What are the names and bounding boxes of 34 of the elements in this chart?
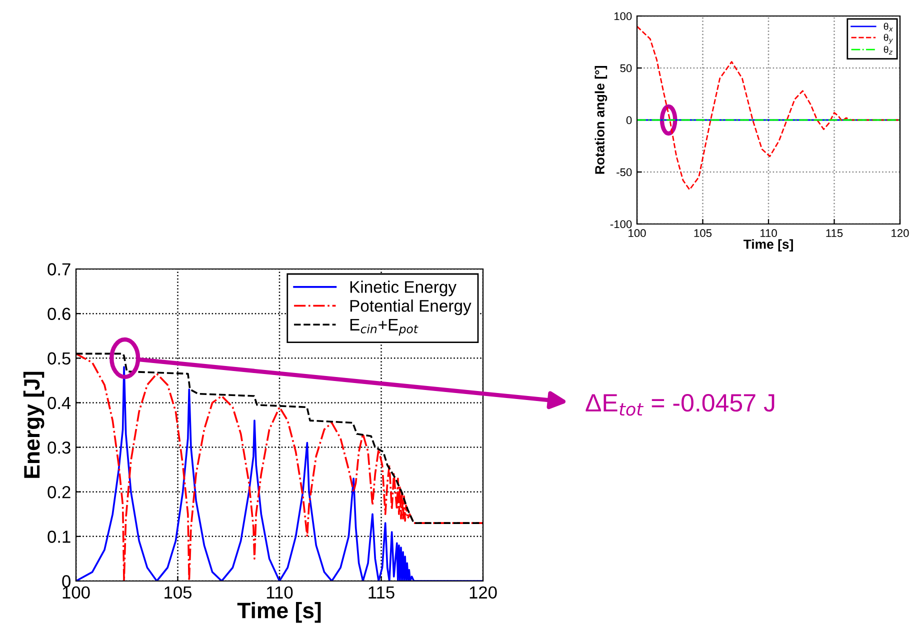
y-tick-label: 0.6 [48,308,70,320]
y-tick-label: 0.5 [48,352,70,365]
y-tick-label: 0.3 [48,441,70,454]
x-tick-label: 110 [266,586,293,599]
y-tick-label: 100 [614,12,632,20]
x-axis-title: Time [s] [743,239,793,252]
legend-label: Potential Energy [350,300,472,316]
legend-label: θ$_{x}$ [884,22,893,32]
x-tick-label: 105 [694,229,712,238]
y-tick-label: 0 [62,575,70,588]
y-tick-label: 0.1 [48,530,70,543]
legend-label: θ$_{y}$ [884,34,893,44]
y-tick-label: 50 [620,64,632,72]
x-tick-label: 100 [62,586,90,599]
y-tick-label: 0.2 [48,486,70,498]
legend-label: Kinetic Energy [350,280,456,296]
y-tick-label: 0.7 [48,263,70,276]
text: ΔE$_{tot}$ = -0.0457 J [586,394,774,416]
x-tick-label: 115 [826,229,843,238]
y-tick-label: 0 [626,116,632,124]
x-tick-label: 120 [892,229,909,238]
x-tick-label: 110 [760,229,777,238]
x-tick-label: 100 [628,229,646,238]
x-axis-title: Time [s] [237,602,321,623]
x-tick-label: 105 [164,586,192,599]
y-tick-label: -100 [610,220,632,228]
legend-label: E$_{cin}$+E$_{pot}$ [350,318,418,336]
x-tick-label: 115 [368,586,394,599]
legend-label: θ$_{z}$ [884,46,893,54]
y-axis-title: Rotation angle [°] [594,66,608,174]
y-tick-label: -50 [616,168,632,176]
y-tick-label: 0.4 [48,396,71,410]
y-axis-title: Energy [J] [23,372,44,478]
x-tick-label: 120 [470,586,497,599]
